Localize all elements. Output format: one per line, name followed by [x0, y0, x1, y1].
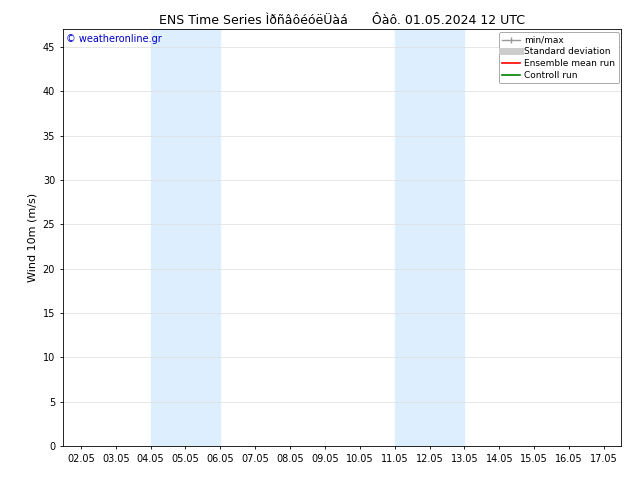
Bar [394, 29, 464, 446]
Y-axis label: Wind 10m (m/s): Wind 10m (m/s) [27, 193, 37, 282]
Title: ENS Time Series ÌðñâôéóëÜàá      Ôàô. 01.05.2024 12 UTC: ENS Time Series ÌðñâôéóëÜàá Ôàô. 01.05.2… [159, 14, 526, 27]
Legend: min/max, Standard deviation, Ensemble mean run, Controll run: min/max, Standard deviation, Ensemble me… [499, 32, 619, 83]
Bar [150, 29, 221, 446]
Text: © weatheronline.gr: © weatheronline.gr [66, 34, 162, 44]
